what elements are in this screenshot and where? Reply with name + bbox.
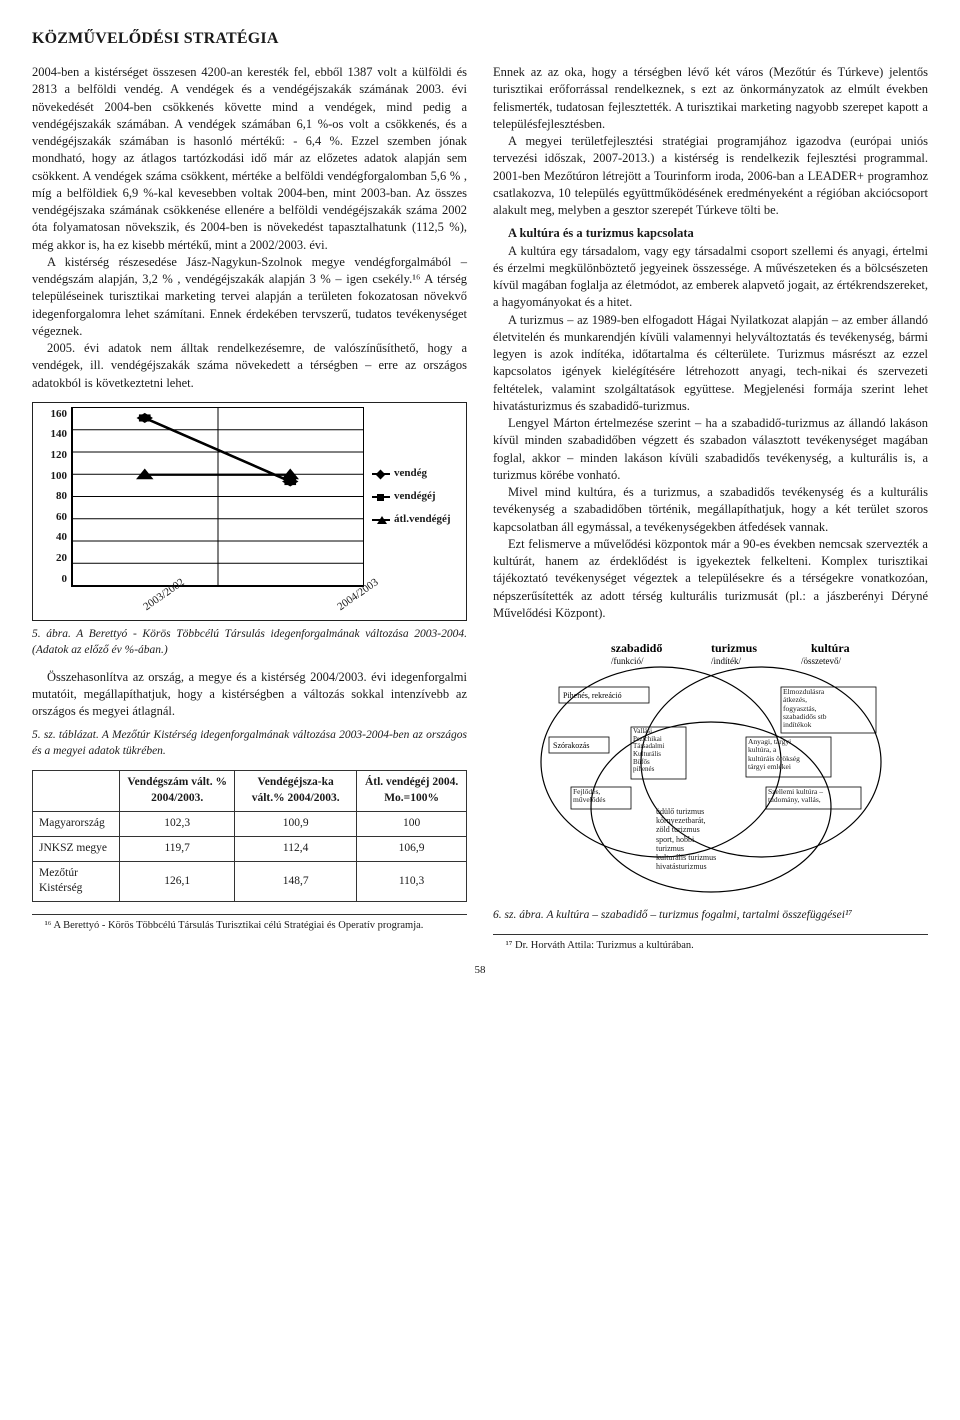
- table-5-caption: 5. sz. táblázat. A Mezőtúr Kistérség ide…: [32, 728, 467, 760]
- legend-label: vendég: [394, 466, 427, 481]
- ytick: 40: [56, 530, 67, 545]
- td: Mezőtúr Kistérség: [33, 861, 120, 902]
- venn-label: kultúra: [811, 641, 850, 655]
- right-p5: Lengyel Márton értelmezése szerint – ha …: [493, 415, 928, 484]
- ytick: 80: [56, 489, 67, 504]
- td: 148,7: [235, 861, 357, 902]
- ytick: 140: [51, 427, 68, 442]
- left-p4: Összehasonlítva az ország, a megye és a …: [32, 669, 467, 721]
- th: Vendégéjsza-ka vált.% 2004/2003.: [235, 771, 357, 812]
- table-row: Mezőtúr Kistérség 126,1 148,7 110,3: [33, 861, 467, 902]
- venn-label: /indíték/: [711, 656, 741, 666]
- right-p1: Ennek az az oka, hogy a térségben lévő k…: [493, 64, 928, 133]
- ytick: 120: [51, 448, 68, 463]
- chart-lines-svg: [72, 408, 363, 586]
- right-p6: Mivel mind kultúra, és a turizmus, a sza…: [493, 484, 928, 536]
- triangle-marker-icon: [377, 516, 387, 524]
- left-footnote: ¹⁶ A Berettyó - Körös Többcélú Társulás …: [32, 914, 467, 933]
- figure-6-venn: szabadidő /funkció/ turizmus /indíték/ k…: [511, 632, 911, 902]
- venn-box-text: Szórakozás: [553, 741, 589, 750]
- page-number: 58: [32, 963, 928, 978]
- td: Magyarország: [33, 811, 120, 836]
- chart-legend: vendég vendégéj átl.vendégéj: [364, 407, 460, 587]
- footnote-16: ¹⁶ A Berettyó - Körös Többcélú Társulás …: [32, 919, 467, 933]
- right-p7: Ezt felismerve a művelődési központok má…: [493, 536, 928, 622]
- td: 110,3: [357, 861, 467, 902]
- table-row: Magyarország 102,3 100,9 100: [33, 811, 467, 836]
- ytick: 0: [62, 572, 68, 587]
- left-p2: A kistérség részesedése Jász-Nagykun-Szo…: [32, 254, 467, 340]
- figure-5-caption: 5. ábra. A Berettyó - Körös Többcélú Tár…: [32, 627, 467, 659]
- subheading: A kultúra és a turizmus kapcsolata: [493, 225, 928, 242]
- td: 106,9: [357, 836, 467, 861]
- left-column: 2004-ben a kistérséget összesen 4200-an …: [32, 64, 467, 953]
- venn-label: /funkció/: [611, 656, 644, 666]
- right-p2: A megyei területfejlesztési stratégiai p…: [493, 133, 928, 219]
- venn-box-text: VallásiPszichikaiTársadalmiKulturálisBüf…: [633, 728, 684, 774]
- two-column-layout: 2004-ben a kistérséget összesen 4200-an …: [32, 64, 928, 953]
- venn-label: szabadidő: [611, 641, 662, 655]
- chart-plot-area: [71, 407, 364, 587]
- venn-label: /összetevő/: [801, 656, 841, 666]
- venn-box-text: Elmozdulásraátkezés,fogyasztás,szabadidő…: [783, 688, 874, 729]
- legend-item: átl.vendégéj: [372, 512, 460, 527]
- td: JNKSZ megye: [33, 836, 120, 861]
- chart-x-axis: 2003/2002 2004/2003: [39, 591, 460, 616]
- td: 126,1: [120, 861, 235, 902]
- venn-center-text: üdülő turizmuskörnyezetbarát,zöld turizm…: [656, 807, 771, 871]
- right-p3: A kultúra egy társadalom, vagy egy társa…: [493, 243, 928, 312]
- th: [33, 771, 120, 812]
- page-title: KÖZMŰVELŐDÉSI STRATÉGIA: [32, 28, 928, 50]
- right-p4: A turizmus – az 1989-ben elfogadott Hága…: [493, 312, 928, 416]
- right-footnote: ¹⁷ Dr. Horváth Attila: Turizmus a kultúr…: [493, 934, 928, 953]
- legend-item: vendégéj: [372, 489, 460, 504]
- th: Átl. vendégéj 2004. Mo.=100%: [357, 771, 467, 812]
- legend-label: vendégéj: [394, 489, 436, 504]
- legend-item: vendég: [372, 466, 460, 481]
- td: 100,9: [235, 811, 357, 836]
- left-p1: 2004-ben a kistérséget összesen 4200-an …: [32, 64, 467, 254]
- venn-box-text: Pihenés, rekreáció: [563, 691, 622, 700]
- td: 119,7: [120, 836, 235, 861]
- table-5: Vendégszám vált. % 2004/2003. Vendégéjsz…: [32, 770, 467, 902]
- venn-box-text: Fejlődés,művelődés: [573, 788, 629, 805]
- ytick: 100: [51, 469, 68, 484]
- ytick: 20: [56, 551, 67, 566]
- td: 100: [357, 811, 467, 836]
- diamond-marker-icon: [376, 469, 386, 479]
- td: 102,3: [120, 811, 235, 836]
- footnote-17: ¹⁷ Dr. Horváth Attila: Turizmus a kultúr…: [493, 939, 928, 953]
- venn-label: turizmus: [711, 641, 757, 655]
- figure-6-caption: 6. sz. ábra. A kultúra – szabadidő – tur…: [493, 908, 928, 924]
- venn-box-text: Szellemi kultúra –tudomány, vallás,: [768, 788, 859, 805]
- legend-label: átl.vendégéj: [394, 512, 451, 527]
- td: 112,4: [235, 836, 357, 861]
- ytick: 60: [56, 510, 67, 525]
- table-row: JNKSZ megye 119,7 112,4 106,9: [33, 836, 467, 861]
- ytick: 160: [51, 407, 68, 422]
- chart-y-axis: 160 140 120 100 80 60 40 20 0: [39, 407, 71, 587]
- square-marker-icon: [377, 494, 384, 501]
- right-column: Ennek az az oka, hogy a térségben lévő k…: [493, 64, 928, 953]
- venn-box-text: Anyagi, tárgyikultúra, akultúráis öröksé…: [748, 738, 829, 771]
- figure-5-chart: 160 140 120 100 80 60 40 20 0: [32, 402, 467, 621]
- left-p3: 2005. évi adatok nem álltak rendelkezése…: [32, 340, 467, 392]
- th: Vendégszám vált. % 2004/2003.: [120, 771, 235, 812]
